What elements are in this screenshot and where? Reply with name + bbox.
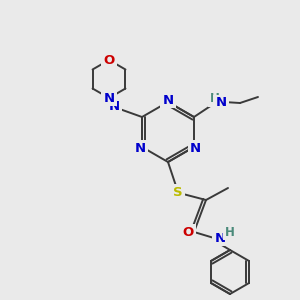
Text: N: N <box>162 94 174 106</box>
Text: O: O <box>103 53 115 67</box>
Text: S: S <box>173 185 183 199</box>
Text: H: H <box>210 92 220 106</box>
Text: N: N <box>215 97 226 110</box>
Text: N: N <box>135 142 146 154</box>
Text: N: N <box>103 92 115 104</box>
Text: N: N <box>109 100 120 113</box>
Text: O: O <box>182 226 194 238</box>
Text: N: N <box>190 142 201 154</box>
Text: N: N <box>214 232 226 244</box>
Text: H: H <box>225 226 235 238</box>
